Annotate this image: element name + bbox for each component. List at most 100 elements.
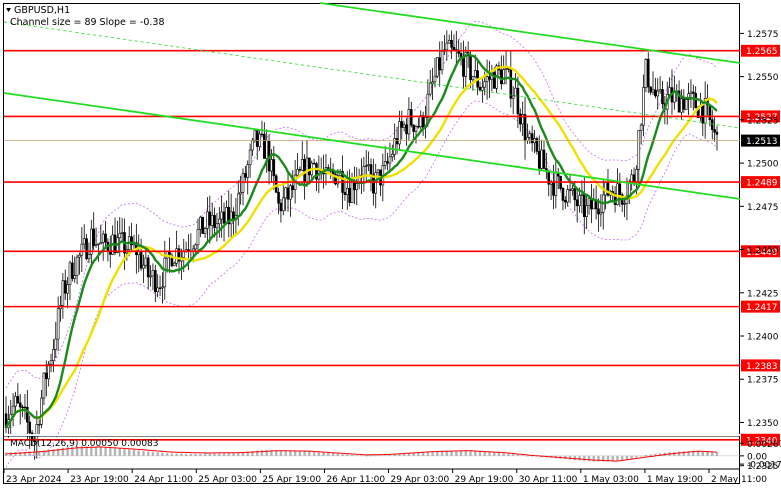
candle-body: [716, 132, 718, 134]
macd-histogram-bar: [365, 455, 368, 457]
macd-panel: 0.00267 0.00-0.00175 MACD(12,26,9) 0.00050…: [4, 434, 781, 471]
candle-body: [695, 93, 697, 107]
candle-body: [427, 94, 429, 117]
macd-histogram-bar: [327, 452, 330, 456]
macd-histogram-bar: [455, 450, 458, 456]
candle-body: [17, 396, 19, 402]
time-tick-label: 30 Apr 11:00: [519, 475, 578, 485]
candle-body: [614, 194, 616, 205]
candle-body: [579, 196, 581, 206]
time-tick-label: 1 May 19:00: [647, 475, 703, 485]
candle-body: [415, 126, 417, 131]
time-tick-label: 1 May 03:00: [583, 475, 639, 485]
macd-histogram-bar: [587, 455, 591, 462]
macd-histogram-bar: [189, 453, 193, 456]
candle-body: [465, 52, 467, 76]
macd-histogram-bar: [502, 453, 505, 456]
price-tick-label: 1.2575: [747, 30, 779, 40]
macd-histogram-bar: [213, 453, 216, 456]
candle-body: [515, 88, 517, 96]
candle-body: [588, 199, 590, 206]
candle-body: [36, 424, 38, 441]
macd-histogram-bar: [535, 455, 539, 457]
macd-histogram-bar: [341, 454, 344, 456]
level-price-label: 1.2417: [746, 303, 778, 313]
macd-histogram-bar: [687, 450, 690, 456]
macd-histogram-bar: [412, 453, 415, 456]
macd-histogram-bar: [170, 453, 174, 456]
candle-body: [586, 206, 588, 217]
candle-body: [242, 174, 244, 193]
candle-body: [119, 233, 121, 237]
candle-body: [685, 100, 687, 110]
price-tick-label: 1.2550: [747, 73, 779, 83]
ma-slow-line: [6, 67, 717, 428]
candle-body: [434, 76, 436, 82]
macd-histogram-bar: [251, 451, 254, 456]
candle-body: [387, 162, 389, 163]
candle-body: [197, 229, 199, 245]
macd-histogram-bar: [66, 447, 69, 456]
macd-histogram-bar: [298, 451, 302, 456]
macd-tick-label: -0.00175: [747, 461, 781, 471]
candle-body: [500, 70, 502, 84]
candle-body: [266, 141, 268, 159]
candle-body: [403, 125, 405, 128]
candle-body: [408, 109, 410, 133]
candle-body: [256, 131, 258, 147]
candle-body: [280, 203, 282, 211]
level-price-label: 1.2449: [746, 248, 778, 258]
candle-body: [453, 47, 455, 49]
macd-histogram-bar: [706, 451, 709, 456]
candle-body: [273, 159, 275, 175]
macd-histogram-bar: [474, 450, 477, 456]
macd-histogram-bar: [630, 455, 633, 459]
macd-histogram-bar: [52, 449, 55, 456]
envelope-upper: [6, 21, 717, 388]
candle-body: [228, 207, 230, 223]
macd-histogram-bar: [279, 450, 283, 456]
level-price-label: 1.2565: [746, 47, 778, 57]
macd-histogram-bar: [85, 446, 88, 456]
price-tick-label: 1.2475: [747, 203, 779, 213]
macd-histogram-bar: [75, 446, 79, 456]
candle-body: [43, 373, 45, 398]
candle-body: [183, 252, 185, 258]
candle-body: [159, 288, 161, 289]
candle-body: [635, 169, 637, 182]
macd-histogram-bar: [132, 449, 136, 456]
time-tick-label: 29 Apr 19:00: [455, 475, 514, 485]
candle-body: [206, 212, 208, 229]
candle-body: [22, 407, 24, 408]
candle-body: [394, 138, 396, 154]
candle-body: [488, 77, 490, 80]
time-tick-label: 2 May 11:00: [711, 475, 767, 485]
macd-histogram-bar: [440, 450, 444, 456]
macd-histogram-bar: [483, 451, 486, 456]
macd-histogram-bar: [402, 453, 406, 456]
candle-body: [384, 162, 386, 166]
candle-body: [512, 96, 514, 98]
candle-body: [368, 165, 370, 166]
macd-histogram-bar: [42, 450, 46, 456]
candle-body: [692, 92, 694, 93]
macd-histogram-bar: [232, 452, 235, 456]
macd-tick-label: 0.00: [747, 452, 767, 462]
candle-body: [538, 151, 540, 168]
candle-body: [541, 150, 543, 168]
macd-histogram-bar: [478, 450, 482, 456]
macd-histogram-bar: [246, 451, 249, 456]
candle-body: [102, 234, 104, 242]
current-price-label: 1.2513: [746, 137, 778, 147]
candle-body: [100, 242, 102, 243]
candle-body: [297, 169, 299, 175]
candle-body: [398, 122, 400, 144]
candle-body: [486, 77, 488, 82]
candle-body: [275, 176, 277, 192]
macd-histogram-bar: [142, 451, 145, 456]
channel-upper-line: [320, 3, 740, 63]
macd-histogram-bar: [90, 446, 93, 456]
macd-label: MACD(12,26,9) 0.00050 0.00083: [10, 439, 159, 449]
macd-histogram-bar: [137, 450, 140, 456]
